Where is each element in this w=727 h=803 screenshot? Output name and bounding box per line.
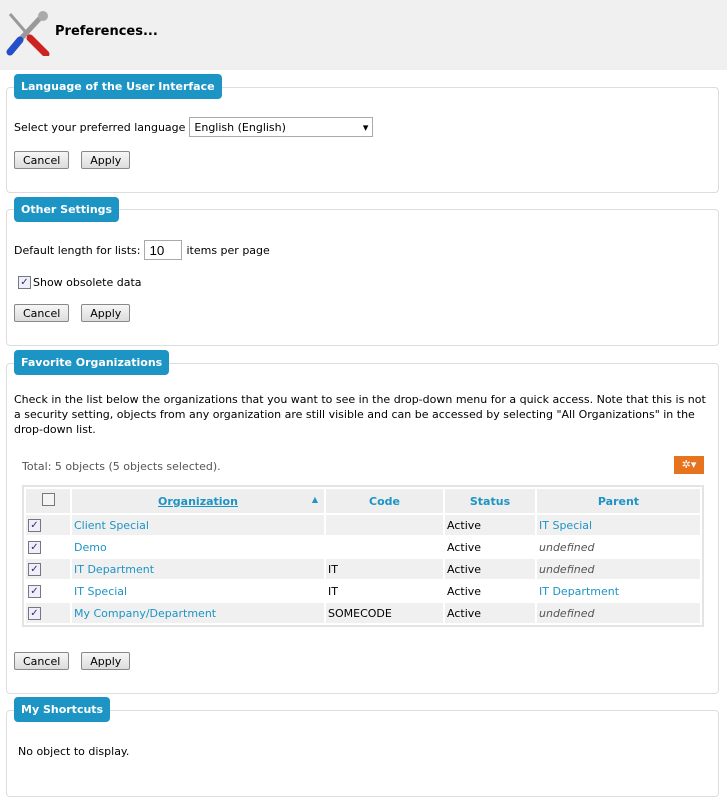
language-selected: English (English): [194, 120, 286, 134]
select-all-header: [26, 489, 70, 513]
organizations-table: Organization ▲ Code Status Parent ✓ Clien…: [22, 485, 704, 627]
other-apply-button[interactable]: Apply: [81, 304, 131, 322]
code-cell: [326, 537, 443, 557]
column-organization[interactable]: Organization ▲: [72, 489, 324, 513]
select-all-checkbox[interactable]: [41, 493, 55, 506]
language-section: [6, 87, 719, 193]
row-select-cell: ✓: [26, 581, 70, 601]
language-label: Select your preferred language: [14, 120, 186, 134]
table-row: ✓ IT Special IT Active IT Department: [26, 581, 700, 601]
obsolete-label: Show obsolete data: [33, 276, 142, 289]
other-settings-section: [6, 209, 719, 346]
total-count: Total: 5 objects (5 objects selected).: [22, 460, 221, 473]
row-select-cell: ✓: [26, 559, 70, 579]
shortcuts-legend: My Shortcuts: [14, 697, 111, 722]
parent-cell: undefined: [537, 559, 700, 579]
table-row: ✓ My Company/Department SOMECODE Active …: [26, 603, 700, 623]
favorites-cancel-button[interactable]: Cancel: [14, 652, 70, 670]
row-select-cell: ✓: [26, 603, 70, 623]
parent-cell: undefined: [537, 603, 700, 623]
status-cell: Active: [447, 584, 482, 598]
code-cell: [326, 515, 443, 535]
list-length-suffix: items per page: [186, 243, 270, 257]
column-label: Organization: [158, 494, 238, 508]
language-select[interactable]: English (English) ▾: [189, 117, 374, 137]
organization-link[interactable]: Demo: [74, 540, 107, 554]
favorites-legend: Favorite Organizations: [14, 350, 170, 375]
sort-asc-icon: ▲: [311, 494, 318, 504]
code-cell: IT: [328, 584, 338, 598]
obsolete-checkbox[interactable]: ✓: [18, 276, 31, 289]
code-cell: SOMECODE: [326, 603, 443, 623]
parent-cell: undefined: [539, 540, 595, 554]
parent-cell[interactable]: IT Department: [539, 584, 620, 598]
list-length-label: Default length for lists:: [14, 243, 141, 257]
favorites-apply-button[interactable]: Apply: [81, 652, 131, 670]
row-checkbox[interactable]: ✓: [28, 563, 41, 577]
status-cell: Active: [445, 603, 535, 623]
status-cell: Active: [447, 540, 482, 554]
row-select-cell: ✓: [26, 537, 70, 557]
page-title: Preferences...: [55, 24, 158, 39]
code-cell: IT: [326, 559, 443, 579]
other-cancel-button[interactable]: Cancel: [14, 304, 70, 322]
column-status[interactable]: Status: [445, 489, 535, 513]
table-row: ✓ IT Department IT Active undefined: [26, 559, 700, 579]
language-legend: Language of the User Interface: [14, 74, 222, 99]
other-settings-legend: Other Settings: [14, 197, 120, 222]
column-code[interactable]: Code: [326, 489, 443, 513]
column-parent[interactable]: Parent: [537, 489, 700, 513]
status-cell: Active: [445, 515, 535, 535]
table-row: ✓ Client Special Active IT Special: [26, 515, 700, 535]
language-apply-button[interactable]: Apply: [81, 151, 131, 169]
page-header: Preferences...: [0, 0, 727, 70]
organization-link[interactable]: Client Special: [72, 515, 324, 535]
chevron-down-icon: ▾: [362, 120, 369, 134]
organization-link[interactable]: IT Special: [74, 584, 128, 598]
shortcuts-section: [6, 710, 719, 797]
language-cancel-button[interactable]: Cancel: [14, 151, 70, 169]
table-row: ✓ Demo Active undefined: [26, 537, 700, 557]
row-checkbox[interactable]: ✓: [28, 585, 41, 599]
row-checkbox[interactable]: ✓: [28, 607, 41, 621]
tools-menu-button[interactable]: ✲▾: [674, 456, 704, 474]
no-objects-message: No object to display.: [18, 745, 130, 758]
list-length-input[interactable]: [144, 240, 183, 260]
row-select-cell: ✓: [26, 515, 70, 535]
row-checkbox[interactable]: ✓: [28, 541, 41, 555]
tools-icon: [6, 11, 50, 56]
parent-cell[interactable]: IT Special: [537, 515, 700, 535]
organization-link[interactable]: IT Department: [72, 559, 324, 579]
status-cell: Active: [445, 559, 535, 579]
organization-link[interactable]: My Company/Department: [72, 603, 324, 623]
row-checkbox[interactable]: ✓: [28, 519, 41, 533]
favorites-description: Check in the list below the organization…: [14, 393, 706, 436]
